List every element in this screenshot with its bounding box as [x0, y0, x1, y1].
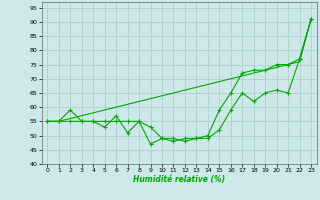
X-axis label: Humidité relative (%): Humidité relative (%)	[133, 175, 225, 184]
